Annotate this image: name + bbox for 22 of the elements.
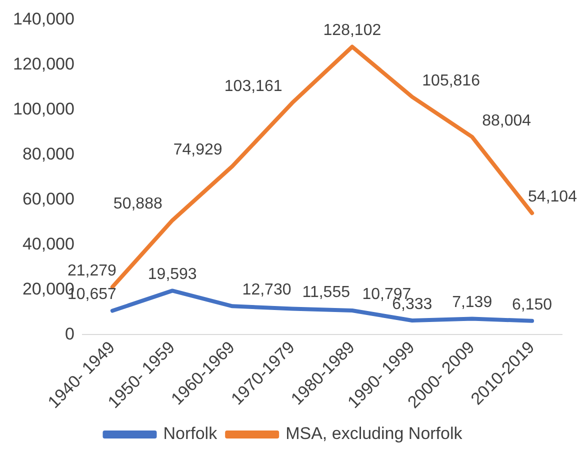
y-tick-label: 100,000 (13, 100, 74, 119)
data-label: 74,929 (173, 142, 222, 159)
data-label: 105,816 (422, 72, 480, 90)
data-label: 128,102 (323, 22, 382, 40)
data-label: 54,104 (528, 188, 578, 206)
data-label: 103,161 (224, 78, 282, 96)
data-label: 7,139 (452, 294, 492, 312)
y-tick-label: 140,000 (13, 10, 74, 29)
y-tick-label: 0 (64, 324, 74, 344)
data-label: 88,004 (482, 112, 532, 130)
data-label: 19,593 (148, 266, 197, 284)
legend-label: MSA, excluding Norfolk (286, 424, 463, 444)
legend-label: Norfolk (163, 424, 218, 444)
data-label: 21,279 (67, 262, 117, 280)
y-tick-label: 40,000 (22, 234, 74, 254)
data-label: 6,150 (512, 296, 552, 314)
data-label: 12,730 (242, 282, 292, 299)
data-label: 11,555 (302, 284, 350, 302)
y-tick-label: 80,000 (22, 144, 74, 164)
data-label: 50,888 (113, 196, 162, 213)
y-tick-label: 60,000 (22, 190, 74, 209)
y-tick-label: 120,000 (13, 54, 74, 74)
